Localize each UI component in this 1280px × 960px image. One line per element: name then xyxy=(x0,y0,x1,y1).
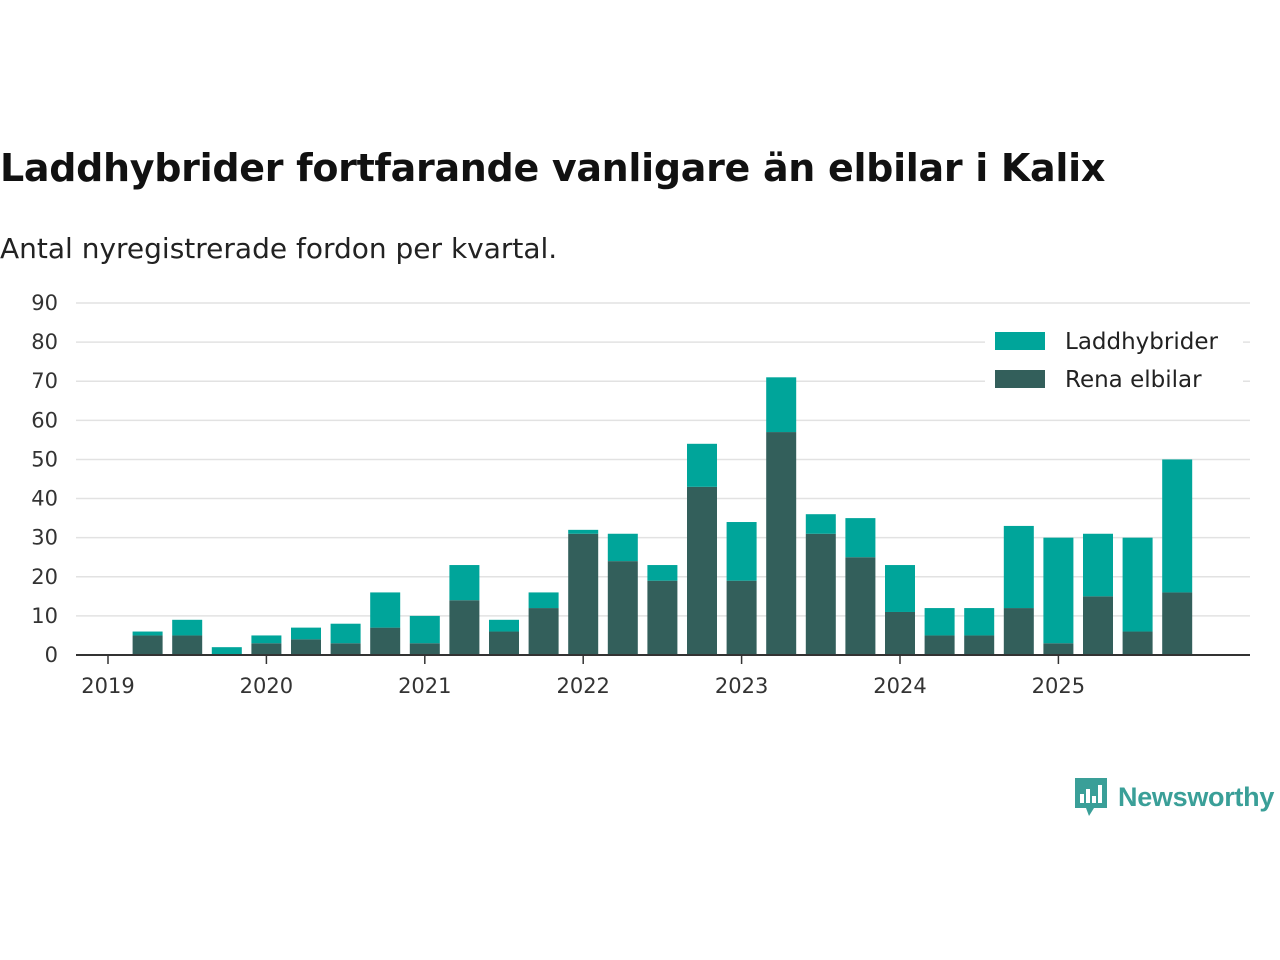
bar-rena-elbilar-2024-q2 xyxy=(924,635,955,655)
chart-subtitle: Antal nyregistrerade fordon per kvartal. xyxy=(0,232,558,265)
bar-rena-elbilar-2021-q2 xyxy=(449,600,480,655)
bar-laddhybrider-2021-q1 xyxy=(409,615,440,644)
bar-laddhybrider-2020-q3 xyxy=(330,623,361,644)
bar-rena-elbilar-2022-q4 xyxy=(687,486,717,655)
bar-rena-elbilar-2022-q2 xyxy=(607,561,638,655)
legend-swatch-rena-elbilar xyxy=(995,370,1045,388)
y-tick-label-0: 0 xyxy=(45,643,58,667)
bar-laddhybrider-2023-q4 xyxy=(845,518,876,558)
legend-swatch-laddhybrider xyxy=(995,332,1045,350)
bar-rena-elbilar-2020-q1 xyxy=(251,643,282,655)
y-tick-label-50: 50 xyxy=(31,447,58,471)
bar-laddhybrider-2023-q2 xyxy=(766,377,797,433)
legend: Laddhybrider Rena elbilar xyxy=(985,323,1243,401)
bar-laddhybrider-2021-q3 xyxy=(489,619,519,632)
bar-laddhybrider-2020-q4 xyxy=(370,592,401,628)
bar-laddhybrider-2020-q1 xyxy=(251,635,282,644)
bar-rena-elbilar-2025-q1 xyxy=(1043,643,1074,655)
bar-rena-elbilar-2021-q3 xyxy=(489,631,519,655)
bar-laddhybrider-2025-q1 xyxy=(1043,537,1074,644)
legend-label-rena-elbilar: Rena elbilar xyxy=(1065,367,1202,393)
bar-laddhybrider-2024-q4 xyxy=(1003,525,1034,609)
bar-rena-elbilar-2023-q4 xyxy=(845,557,876,655)
bar-rena-elbilar-2020-q4 xyxy=(370,627,401,655)
x-tick-label-2019: 2019 xyxy=(81,674,134,698)
brand-name: Newsworthy xyxy=(1118,781,1275,812)
y-tick-label-40: 40 xyxy=(31,487,58,511)
bar-laddhybrider-2019-q4 xyxy=(211,647,242,655)
y-tick-label-90: 90 xyxy=(31,291,58,315)
bar-rena-elbilar-2022-q3 xyxy=(647,580,678,655)
x-tick-label-2025: 2025 xyxy=(1032,674,1085,698)
legend-label-laddhybrider: Laddhybrider xyxy=(1065,329,1218,355)
bar-laddhybrider-2023-q1 xyxy=(726,522,757,581)
y-tick-label-60: 60 xyxy=(31,408,58,432)
x-tick-label-2023: 2023 xyxy=(715,674,768,698)
bar-rena-elbilar-2023-q2 xyxy=(766,432,797,655)
stacked-bar-chart: 0 10 20 30 40 50 60 70 80 90 2019 2020 2021 2022 2023… xyxy=(31,291,1250,698)
bar-laddhybrider-2024-q2 xyxy=(924,608,955,636)
bar-rena-elbilar-2019-q3 xyxy=(172,635,203,655)
bar-rena-elbilar-2025-q4 xyxy=(1162,592,1193,655)
bar-rena-elbilar-2024-q1 xyxy=(885,611,915,655)
bar-laddhybrider-2022-q1 xyxy=(568,529,599,534)
newsworthy-brand[interactable]: Newsworthy xyxy=(1072,776,1274,818)
bar-laddhybrider-2025-q2 xyxy=(1083,533,1113,597)
bar-laddhybrider-2025-q4 xyxy=(1162,459,1193,593)
bar-rena-elbilar-2024-q3 xyxy=(964,635,995,655)
chart-title: Laddhybrider fortfarande vanligare än el… xyxy=(0,146,1106,190)
y-tick-label-10: 10 xyxy=(31,604,58,628)
gridlines xyxy=(76,302,1250,617)
y-tick-label-80: 80 xyxy=(31,330,58,354)
y-axis-ticks: 0 10 20 30 40 50 60 70 80 90 xyxy=(31,291,58,667)
bar-laddhybrider-2023-q3 xyxy=(805,514,836,534)
bars xyxy=(132,377,1193,655)
bar-rena-elbilar-2020-q3 xyxy=(330,643,361,655)
bar-laddhybrider-2020-q2 xyxy=(291,627,321,640)
bar-laddhybrider-2022-q3 xyxy=(647,565,678,581)
bar-rena-elbilar-2025-q3 xyxy=(1122,631,1153,655)
bar-laddhybrider-2021-q2 xyxy=(449,565,480,601)
bar-laddhybrider-2024-q3 xyxy=(964,608,995,636)
y-tick-label-70: 70 xyxy=(31,369,58,393)
bar-rena-elbilar-2019-q2 xyxy=(132,635,163,655)
bar-laddhybrider-2019-q3 xyxy=(172,619,203,636)
bar-rena-elbilar-2021-q1 xyxy=(409,643,440,655)
bar-laddhybrider-2022-q4 xyxy=(687,443,717,487)
x-tick-label-2021: 2021 xyxy=(398,674,451,698)
bar-rena-elbilar-2021-q4 xyxy=(528,608,559,655)
bar-laddhybrider-2022-q2 xyxy=(607,533,638,562)
y-tick-label-20: 20 xyxy=(31,565,58,589)
bar-rena-elbilar-2023-q1 xyxy=(726,580,757,655)
bar-laddhybrider-2021-q4 xyxy=(528,592,559,609)
bar-rena-elbilar-2025-q2 xyxy=(1083,596,1113,655)
bar-rena-elbilar-2024-q4 xyxy=(1003,608,1034,655)
y-tick-label-30: 30 xyxy=(31,526,58,550)
newsworthy-logo-icon xyxy=(1075,778,1107,816)
bar-laddhybrider-2024-q1 xyxy=(885,565,915,612)
x-tick-label-2022: 2022 xyxy=(556,674,609,698)
bar-rena-elbilar-2023-q3 xyxy=(805,533,836,655)
bar-laddhybrider-2019-q2 xyxy=(132,631,163,636)
bar-rena-elbilar-2022-q1 xyxy=(568,533,599,655)
x-tick-label-2020: 2020 xyxy=(240,674,293,698)
x-tick-label-2024: 2024 xyxy=(873,674,926,698)
bar-laddhybrider-2025-q3 xyxy=(1122,537,1153,632)
x-axis: 2019 2020 2021 2022 2023 2024 2025 xyxy=(76,654,1250,698)
bar-rena-elbilar-2020-q2 xyxy=(291,639,321,655)
